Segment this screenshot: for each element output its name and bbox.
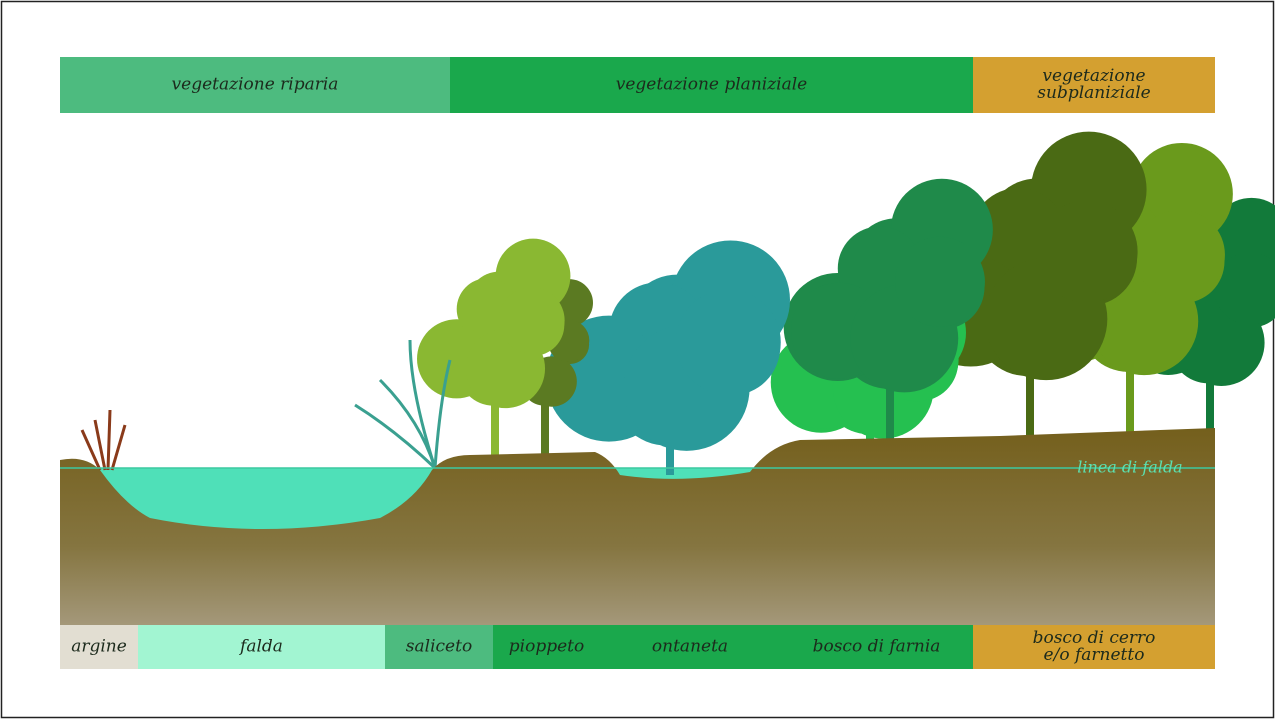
band [60, 57, 450, 113]
willow [354, 339, 452, 470]
band-label: subplaniziale [1037, 83, 1150, 103]
band [450, 57, 973, 113]
trunk [1206, 338, 1214, 445]
trunk [491, 365, 499, 460]
band-label: ontaneta [652, 637, 728, 657]
trunk [1026, 314, 1034, 445]
trees [80, 131, 1275, 475]
band-label: vegetazione [1042, 66, 1145, 86]
crown [894, 236, 985, 327]
terrain [60, 428, 1215, 625]
band-label: pioppeto [509, 637, 584, 657]
band-label: argine [71, 637, 127, 657]
band-label: falda [238, 637, 283, 657]
band-label: saliceto [406, 637, 472, 657]
trunk [1126, 316, 1134, 445]
band [60, 625, 138, 669]
water-line-label: linea di falda [1077, 458, 1182, 477]
bands: vegetazione riparia vegetazione planizial… [60, 57, 1215, 669]
band-label: bosco di farnia [813, 637, 941, 657]
crown [498, 287, 565, 354]
band-label: bosco di cerro [1033, 628, 1156, 648]
trunk [541, 378, 549, 460]
band-label: vegetazione planiziale [616, 75, 807, 95]
band-label: vegetazione riparia [172, 75, 339, 95]
band-label: e/o farnetto [1044, 645, 1145, 665]
reeds [80, 409, 127, 471]
band [385, 625, 493, 669]
crown [1035, 200, 1138, 303]
band [780, 625, 973, 669]
band [600, 625, 780, 669]
band [138, 625, 385, 669]
crown [1134, 209, 1225, 300]
crown [675, 289, 781, 395]
band [973, 57, 1215, 113]
band [973, 625, 1215, 669]
crown [1213, 252, 1275, 325]
band [493, 625, 600, 669]
